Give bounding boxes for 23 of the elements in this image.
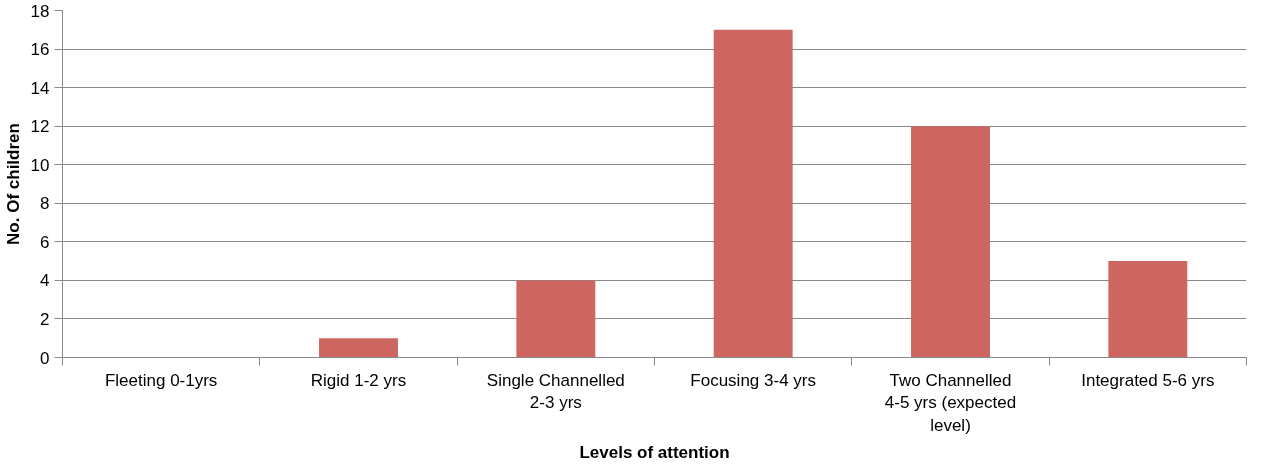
y-tick-label: 14: [30, 78, 50, 98]
y-tick-label: 4: [40, 271, 50, 291]
x-tick-label: Integrated 5-6 yrs: [1081, 370, 1215, 390]
bar: [516, 280, 596, 358]
bar: [713, 29, 793, 358]
x-axis-title: Levels of attention: [579, 443, 730, 463]
x-tick-label: Single Channelled 2-3 yrs: [486, 370, 625, 413]
y-tick-label: 2: [40, 309, 50, 329]
bar: [1108, 261, 1188, 358]
x-tick-label: Focusing 3-4 yrs: [690, 370, 817, 390]
bar: [319, 338, 398, 358]
x-tick-label: Fleeting 0-1yrs: [104, 370, 218, 390]
y-tick-label: 12: [30, 117, 50, 137]
y-tick-label: 0: [40, 348, 50, 368]
x-tick-label: Two Channelled 4-5 yrs (expected level): [884, 370, 1017, 436]
y-tick-label: 6: [40, 232, 50, 252]
y-axis-title: No. Of children: [3, 123, 23, 245]
y-tick-label: 16: [30, 40, 50, 60]
x-tick-label: Rigid 1-2 yrs: [310, 370, 407, 390]
bar: [911, 126, 990, 358]
y-tick-label: 8: [40, 194, 50, 214]
y-tick-label: 10: [30, 155, 50, 175]
y-tick-label: 18: [30, 1, 50, 21]
